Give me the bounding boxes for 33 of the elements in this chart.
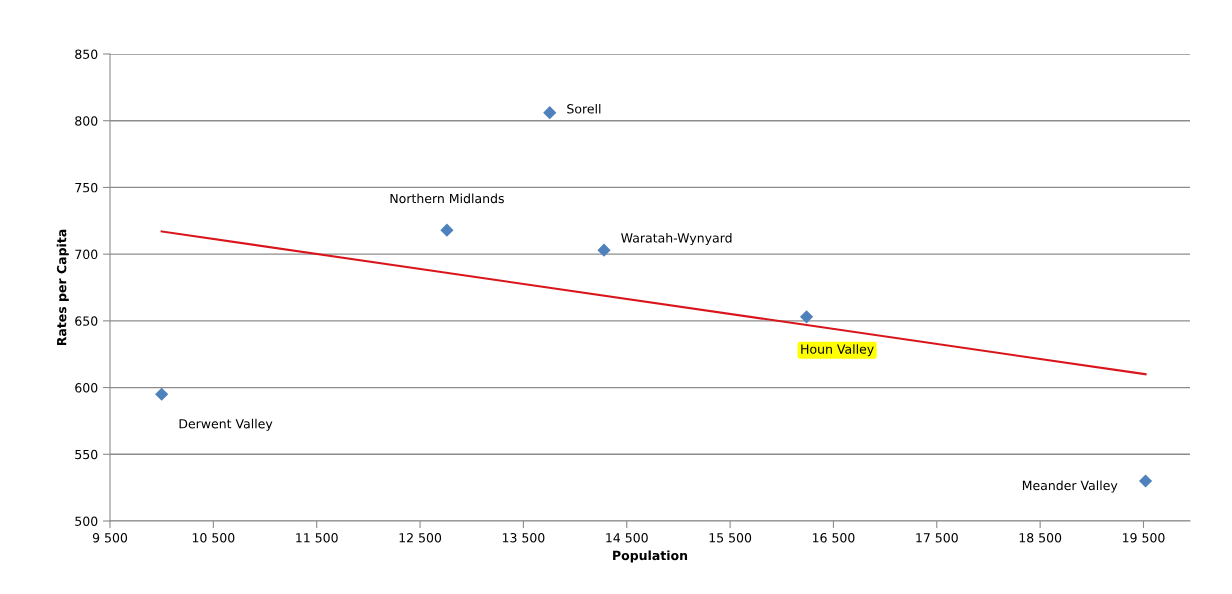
x-tick-label: 10 500 (192, 533, 235, 543)
x-tick-label: 19 500 (1123, 533, 1165, 543)
x-tick-label: 9 500 (92, 533, 128, 543)
y-tick-label: 700 (75, 249, 98, 260)
annotation: Waratah-Wynyard (621, 232, 732, 246)
y-tick-label: 650 (75, 316, 98, 326)
x-tick-label: 18 500 (1019, 533, 1062, 543)
x-tick-label: 15 500 (709, 533, 752, 543)
y-tick-label: 550 (75, 449, 98, 460)
y-tick-label: 850 (75, 49, 98, 59)
annotation: Northern Midlands (390, 193, 504, 204)
point (1138, 474, 1153, 488)
annotation: Meander Valley (1022, 480, 1118, 493)
y-tick-label: 800 (75, 116, 98, 126)
annotation: Sorell (567, 103, 601, 114)
x-tick-label: 14 500 (606, 533, 648, 543)
point (597, 243, 611, 257)
x-tick-label: 12 500 (399, 533, 442, 543)
x-tick-label: 11 500 (296, 533, 338, 543)
x-axis-title: Population (613, 550, 688, 563)
point (799, 310, 814, 324)
point (543, 106, 557, 120)
annotation: Houn Valley (801, 344, 874, 357)
annotation: Derwent Valley (179, 418, 273, 431)
y-tick-label: 750 (75, 182, 98, 193)
y-tick-label: 600 (75, 383, 98, 393)
x-tick-label: 16 500 (812, 533, 855, 543)
point (440, 223, 454, 237)
y-tick-label: 500 (75, 516, 98, 526)
point (155, 387, 169, 401)
x-tick-label: 13 500 (502, 533, 545, 543)
x-tick-label: 17 500 (916, 533, 958, 543)
y-axis-title: Rates per Capita (56, 229, 69, 346)
